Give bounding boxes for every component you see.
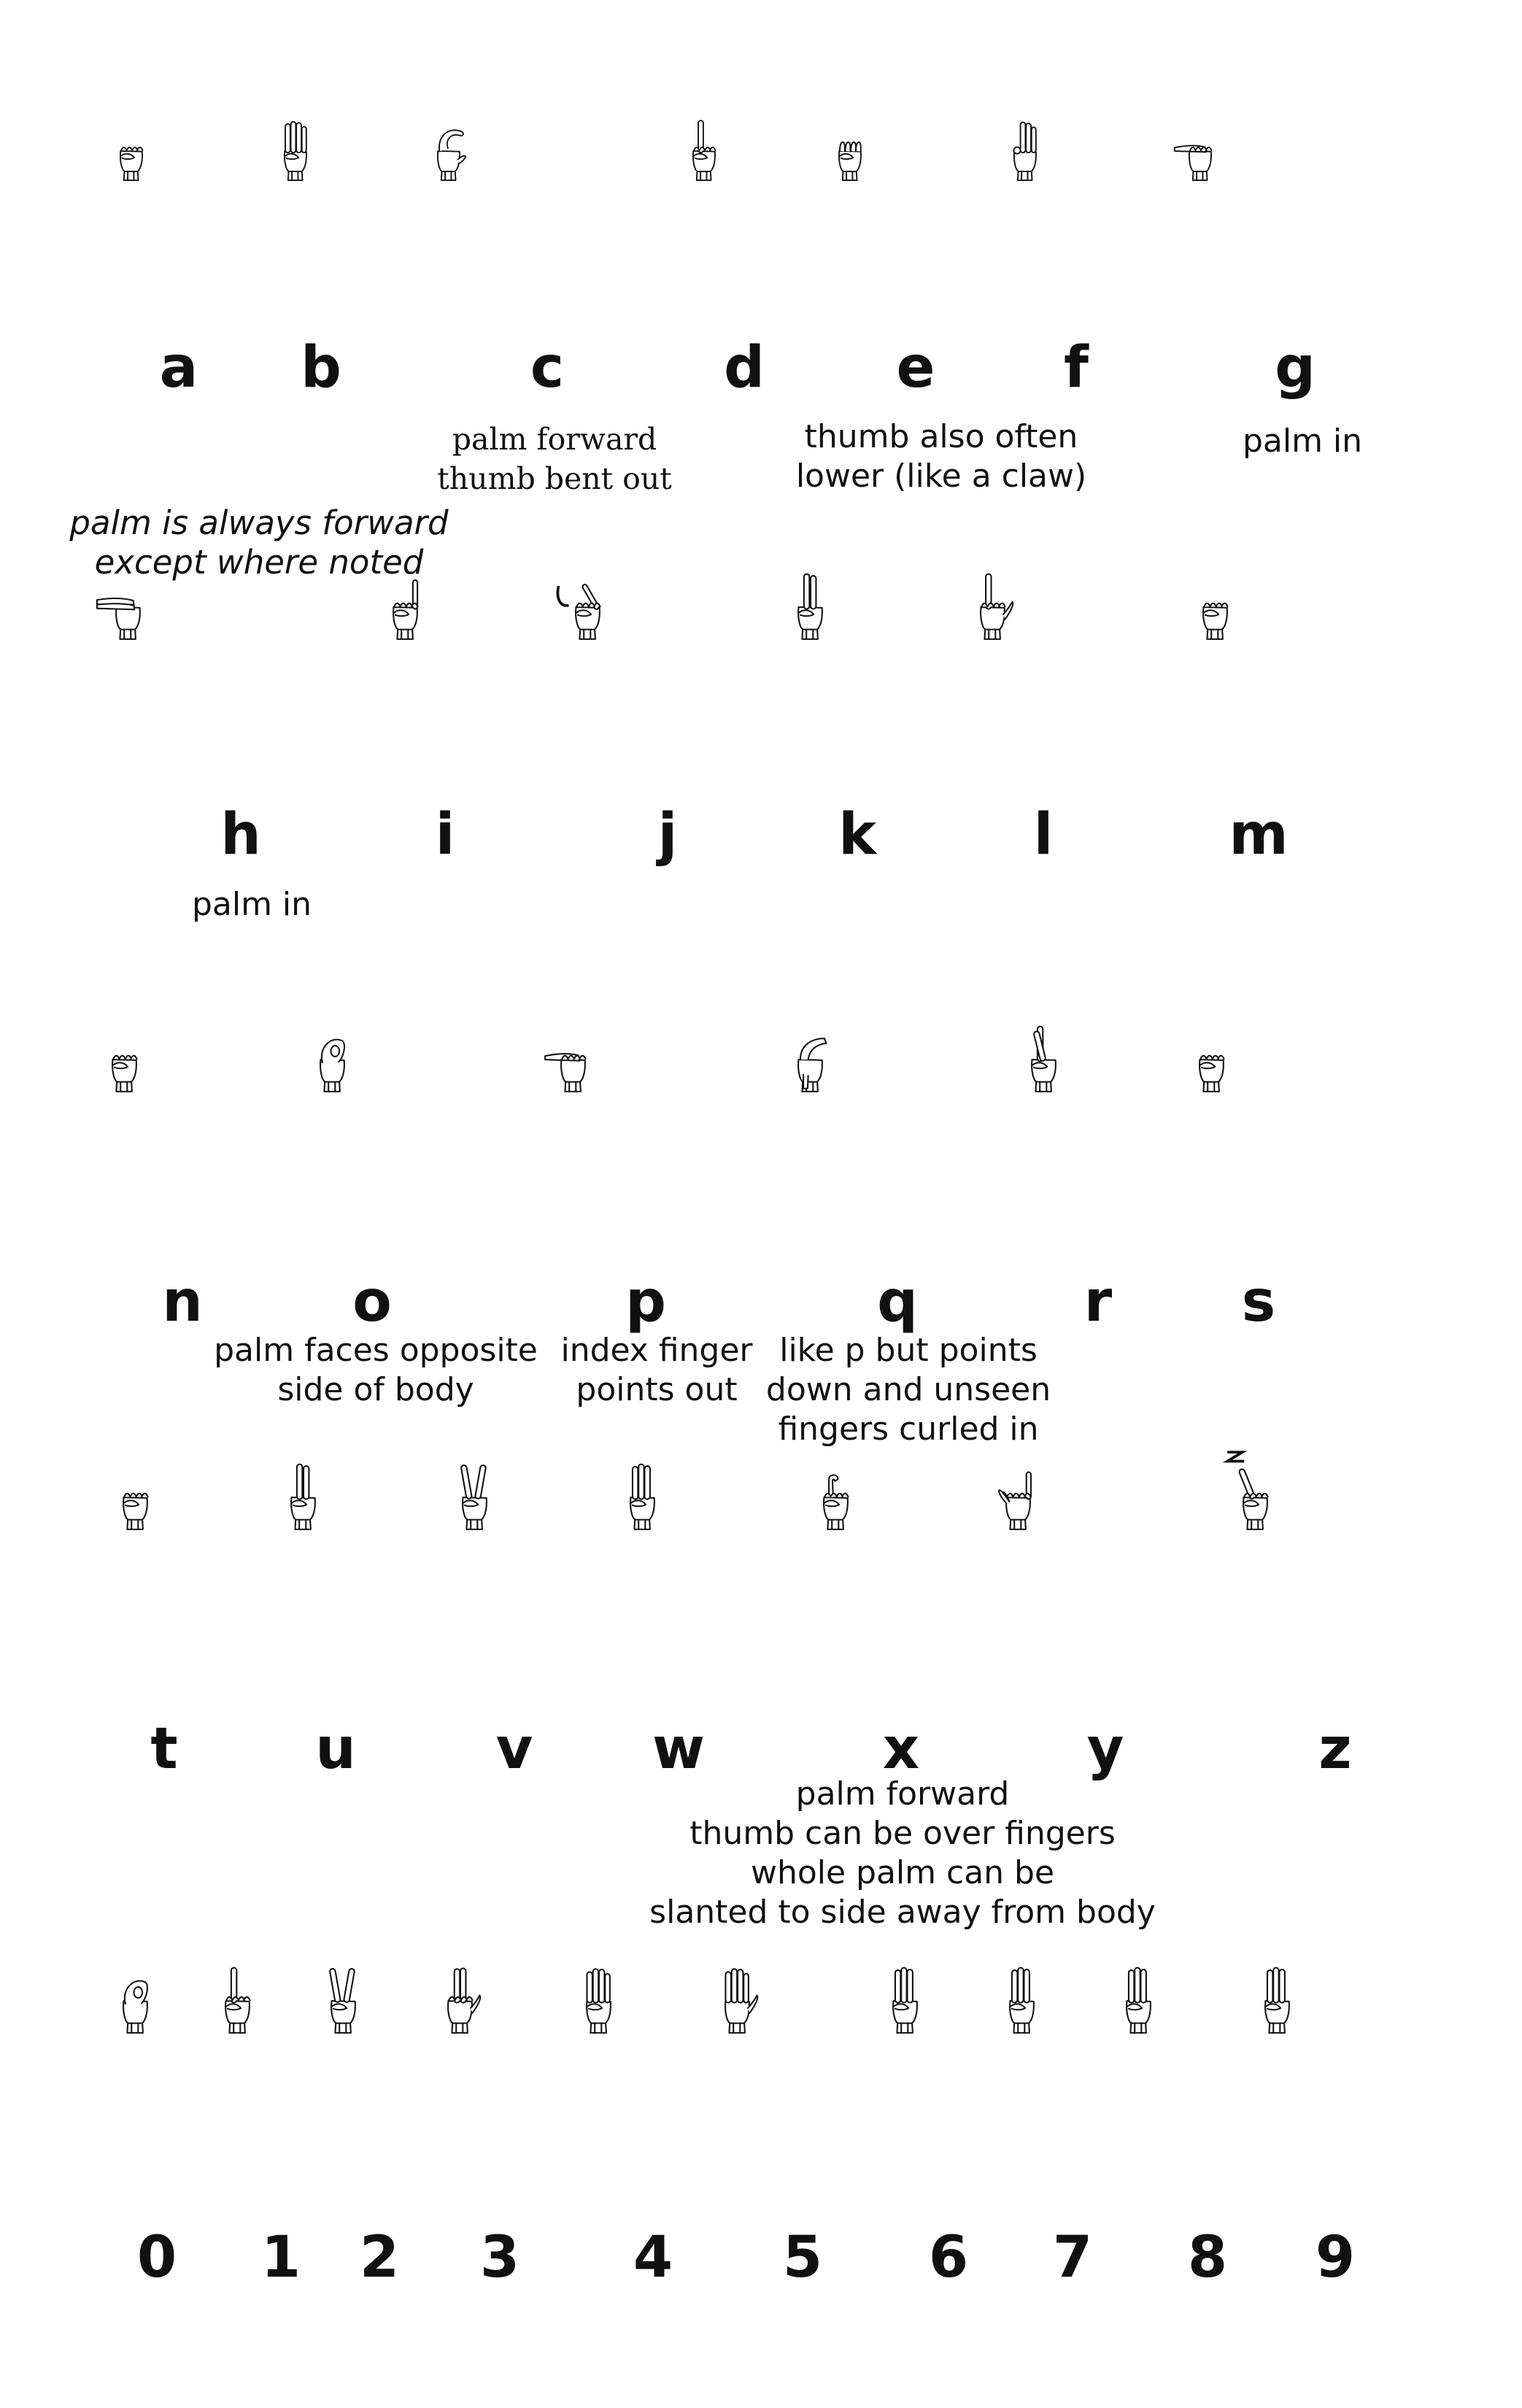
sign-label-g: g (1275, 335, 1316, 401)
hand-sign-s-icon (1181, 1014, 1235, 1102)
sign-label-v: v (495, 1716, 533, 1782)
sign-label-k: k (838, 802, 876, 868)
hand-sign-5-icon (706, 1956, 760, 2043)
hand-sign-7-icon (991, 1956, 1045, 2043)
hand-sign-e-icon (822, 109, 871, 190)
note-h: palm in (191, 886, 312, 923)
hand-sign-l-icon (962, 562, 1016, 649)
hand-sign-n-icon (93, 1014, 147, 1102)
hand-sign-6-icon (874, 1956, 928, 2043)
sign-label-9: 9 (1315, 2225, 1356, 2291)
note-x: palm forward thumb can be over fingers w… (649, 1775, 1156, 1931)
sign-label-n: n (162, 1269, 203, 1335)
hand-sign-b-icon (267, 109, 317, 190)
sign-label-r: r (1083, 1269, 1113, 1335)
sign-label-m: m (1229, 802, 1289, 868)
hand-sign-9-icon (1246, 1956, 1300, 2043)
note-e: thumb also often lower (like a claw) (795, 418, 1087, 495)
sign-label-j: j (657, 802, 678, 868)
hand-sign-x-icon (805, 1452, 859, 1540)
hand-sign-4-icon (568, 1956, 622, 2043)
hand-sign-h-icon (96, 562, 151, 649)
sign-label-1: 1 (260, 2225, 301, 2291)
sign-label-o: o (352, 1269, 392, 1335)
note-p: index finger points out (560, 1332, 753, 1408)
sign-label-a: a (159, 335, 198, 401)
hand-sign-0-icon (104, 1956, 158, 2043)
hand-sign-a-icon (103, 109, 152, 190)
note-general: palm is always forward except where note… (69, 503, 449, 582)
sign-label-i: i (435, 802, 455, 868)
note-o: palm faces opposite side of body (214, 1332, 538, 1408)
sign-label-5: 5 (782, 2225, 823, 2291)
note-g: palm in (1242, 422, 1363, 460)
note-c: palm forward thumb bent out (437, 422, 672, 496)
sign-label-3: 3 (479, 2225, 520, 2291)
sign-label-x: x (882, 1716, 920, 1782)
sign-label-e: e (896, 335, 935, 401)
hand-sign-f-icon (997, 109, 1046, 190)
sign-label-s: s (1241, 1269, 1276, 1335)
sign-label-h: h (220, 802, 261, 868)
sign-label-d: d (724, 335, 765, 401)
hand-sign-j-icon (556, 562, 611, 649)
hand-sign-g-icon (1172, 109, 1221, 190)
hand-sign-2-icon (312, 1956, 366, 2043)
sign-label-2: 2 (359, 2225, 400, 2291)
hand-sign-c-icon (420, 109, 470, 190)
sign-label-f: f (1064, 335, 1089, 401)
hand-sign-i-icon (374, 562, 428, 649)
hand-sign-z-icon (1222, 1451, 1278, 1540)
hand-sign-8-icon (1108, 1956, 1162, 2043)
sign-label-y: y (1086, 1716, 1124, 1782)
hand-sign-q-icon (779, 1014, 833, 1102)
hand-sign-r-icon (1013, 1014, 1067, 1102)
sign-label-6: 6 (928, 2225, 969, 2291)
sign-label-w: w (652, 1716, 706, 1782)
hand-sign-k-icon (779, 562, 833, 649)
hand-sign-m-icon (1184, 562, 1238, 649)
hand-sign-u-icon (272, 1452, 326, 1540)
hand-sign-v-icon (444, 1452, 498, 1540)
sign-label-4: 4 (633, 2225, 673, 2291)
sign-label-7: 7 (1052, 2225, 1093, 2291)
hand-sign-o-icon (301, 1014, 355, 1102)
sign-label-0: 0 (136, 2225, 177, 2291)
sign-label-c: c (530, 335, 565, 401)
sign-label-u: u (315, 1716, 356, 1782)
sign-label-8: 8 (1187, 2225, 1228, 2291)
note-q: like p but points down and unseen finger… (765, 1332, 1051, 1448)
hand-sign-y-icon (987, 1452, 1041, 1540)
sign-label-z: z (1318, 1716, 1352, 1782)
sign-label-q: q (877, 1269, 918, 1335)
hand-sign-3-icon (429, 1956, 483, 2043)
sign-label-p: p (625, 1269, 666, 1335)
hand-sign-1-icon (206, 1956, 260, 2043)
sign-label-t: t (150, 1716, 178, 1782)
sign-label-b: b (301, 335, 341, 401)
sign-label-l: l (1033, 802, 1054, 868)
hand-sign-d-icon (676, 109, 725, 190)
hand-sign-t-icon (104, 1452, 158, 1540)
hand-sign-p-icon (542, 1014, 596, 1102)
hand-sign-w-icon (611, 1452, 665, 1540)
